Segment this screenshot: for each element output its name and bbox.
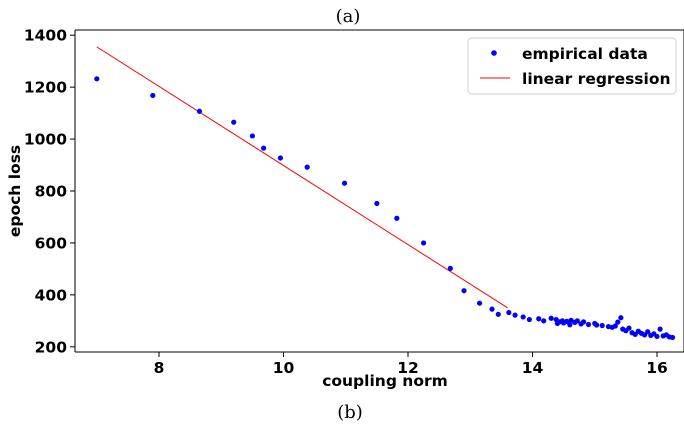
- x-ticks: 8 10 12 14 16: [154, 352, 668, 377]
- data-point: [304, 164, 310, 170]
- y-ticks: 200 400 600 800 1000 1200 1400: [24, 27, 75, 356]
- x-tick-label: 10: [273, 359, 295, 377]
- data-point: [447, 265, 453, 271]
- regression-line-layer: [96, 46, 508, 309]
- legend-label-empirical: empirical data: [522, 45, 648, 63]
- data-point: [249, 133, 255, 139]
- y-axis-label: epoch loss: [6, 145, 24, 237]
- y-tick-label: 1400: [24, 27, 67, 45]
- data-point: [645, 329, 651, 335]
- data-point: [196, 108, 203, 114]
- data-point: [654, 333, 660, 340]
- data-point: [461, 288, 467, 294]
- data-point: [506, 309, 512, 316]
- data-point: [476, 300, 483, 306]
- data-point: [94, 76, 100, 82]
- y-tick-label: 600: [35, 234, 68, 252]
- data-point: [512, 312, 518, 318]
- legend-box: [467, 37, 677, 95]
- data-point: [574, 318, 580, 324]
- data-point: [626, 325, 632, 331]
- data-point: [231, 119, 237, 125]
- data-point: [567, 322, 573, 328]
- data-points-layer: [94, 76, 676, 341]
- data-point: [669, 334, 676, 341]
- regression-line: [96, 46, 508, 309]
- x-tick-label: 16: [646, 359, 668, 377]
- data-point: [495, 311, 501, 317]
- legend-marker-empirical: [491, 50, 497, 56]
- data-point: [585, 321, 592, 328]
- x-tick-label: 12: [397, 359, 419, 377]
- data-point: [150, 92, 156, 99]
- x-axis-label: coupling norm: [322, 372, 448, 390]
- y-tick-label: 1200: [24, 79, 67, 97]
- data-point: [420, 240, 427, 246]
- legend: empirical data linear regression: [467, 37, 677, 95]
- data-point: [520, 314, 526, 320]
- legend-label-regression: linear regression: [522, 70, 671, 88]
- data-point: [657, 326, 663, 332]
- y-tick-label: 800: [35, 183, 68, 201]
- data-point: [615, 319, 621, 325]
- data-point: [618, 315, 624, 321]
- data-point: [580, 319, 587, 325]
- caption-bottom: (b): [337, 402, 363, 423]
- data-point: [564, 318, 570, 324]
- data-point: [341, 180, 348, 186]
- data-point: [594, 322, 600, 328]
- data-point: [277, 155, 284, 161]
- data-point: [261, 145, 267, 151]
- x-tick-label: 14: [522, 359, 544, 377]
- y-tick-label: 400: [35, 286, 68, 304]
- x-tick-label: 8: [154, 359, 165, 377]
- data-point: [394, 215, 400, 221]
- data-point: [374, 200, 380, 207]
- data-point: [541, 318, 547, 324]
- data-point: [612, 323, 618, 329]
- data-point: [526, 316, 532, 323]
- data-point: [489, 306, 495, 312]
- data-point: [548, 315, 554, 321]
- data-point: [599, 322, 605, 329]
- data-point: [536, 316, 542, 322]
- y-tick-label: 1000: [24, 131, 67, 149]
- caption-top: (a): [336, 6, 361, 27]
- y-tick-label: 200: [35, 338, 68, 356]
